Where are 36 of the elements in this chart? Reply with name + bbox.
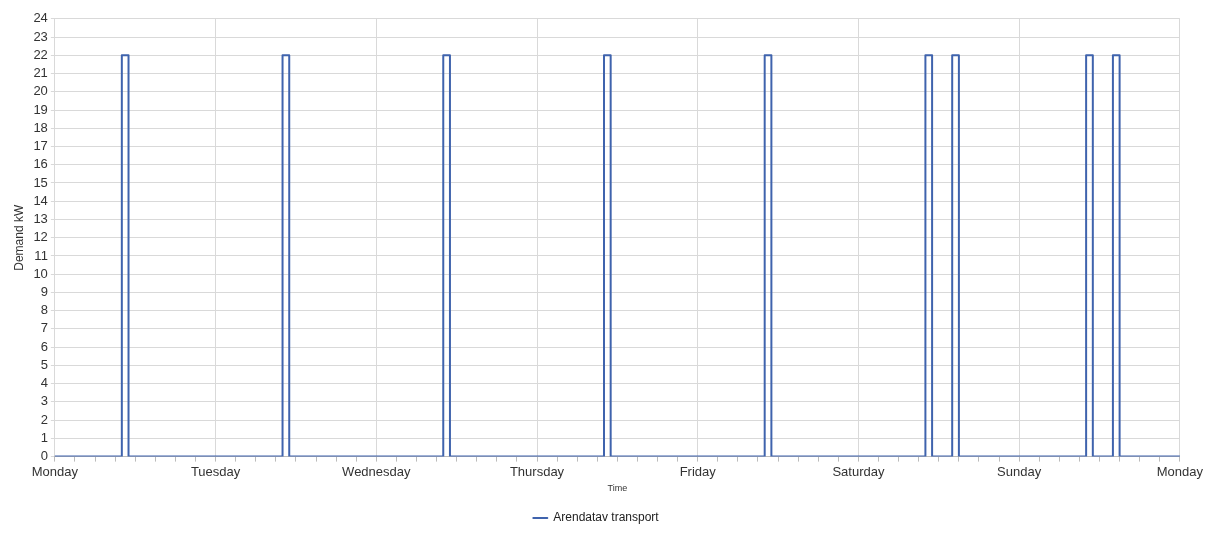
y-tick-label: 19: [33, 101, 48, 117]
y-tick-label: 12: [33, 229, 48, 245]
x-axis-title: Time: [607, 483, 628, 494]
y-tick-label: 9: [40, 284, 48, 299]
y-tick-label: 14: [33, 192, 48, 208]
x-tick-label: Saturday: [832, 463, 885, 479]
x-tick-label: Sunday: [997, 463, 1042, 479]
y-tick-label: 10: [33, 265, 48, 281]
y-tick-label: 0: [40, 448, 48, 464]
y-tick-label: 23: [33, 28, 48, 44]
y-axis-title: Demand kW: [11, 204, 26, 271]
y-tick-label: 5: [40, 356, 48, 372]
y-tick-label: 13: [33, 211, 48, 227]
y-tick-label: 16: [33, 156, 48, 172]
x-tick-label: Monday: [31, 463, 79, 479]
y-tick-label: 24: [33, 10, 48, 26]
x-tick-label: Thursday: [509, 463, 565, 479]
x-tick-label: Wednesday: [342, 463, 411, 479]
y-tick-label: 8: [40, 302, 48, 318]
y-tick-label: 17: [33, 138, 48, 154]
y-tick-label: 18: [33, 119, 48, 135]
y-tick-label: 15: [33, 174, 48, 190]
y-tick-label: 1: [40, 429, 48, 445]
y-tick-label: 22: [33, 46, 48, 62]
legend-label: Arendatav transport: [553, 510, 660, 525]
y-tick-label: 3: [40, 393, 48, 409]
y-tick-label: 2: [40, 411, 48, 427]
x-tick-label: Monday: [1156, 463, 1204, 479]
y-tick-label: 21: [33, 65, 48, 81]
x-tick-label: Friday: [679, 463, 717, 479]
y-tick-label: 20: [33, 83, 48, 99]
y-tick-label: 7: [40, 320, 48, 336]
x-tick-label: Tuesday: [190, 463, 241, 479]
y-tick-label: 4: [40, 375, 48, 391]
y-tick-label: 6: [40, 338, 48, 354]
y-tick-label: 11: [34, 247, 48, 263]
